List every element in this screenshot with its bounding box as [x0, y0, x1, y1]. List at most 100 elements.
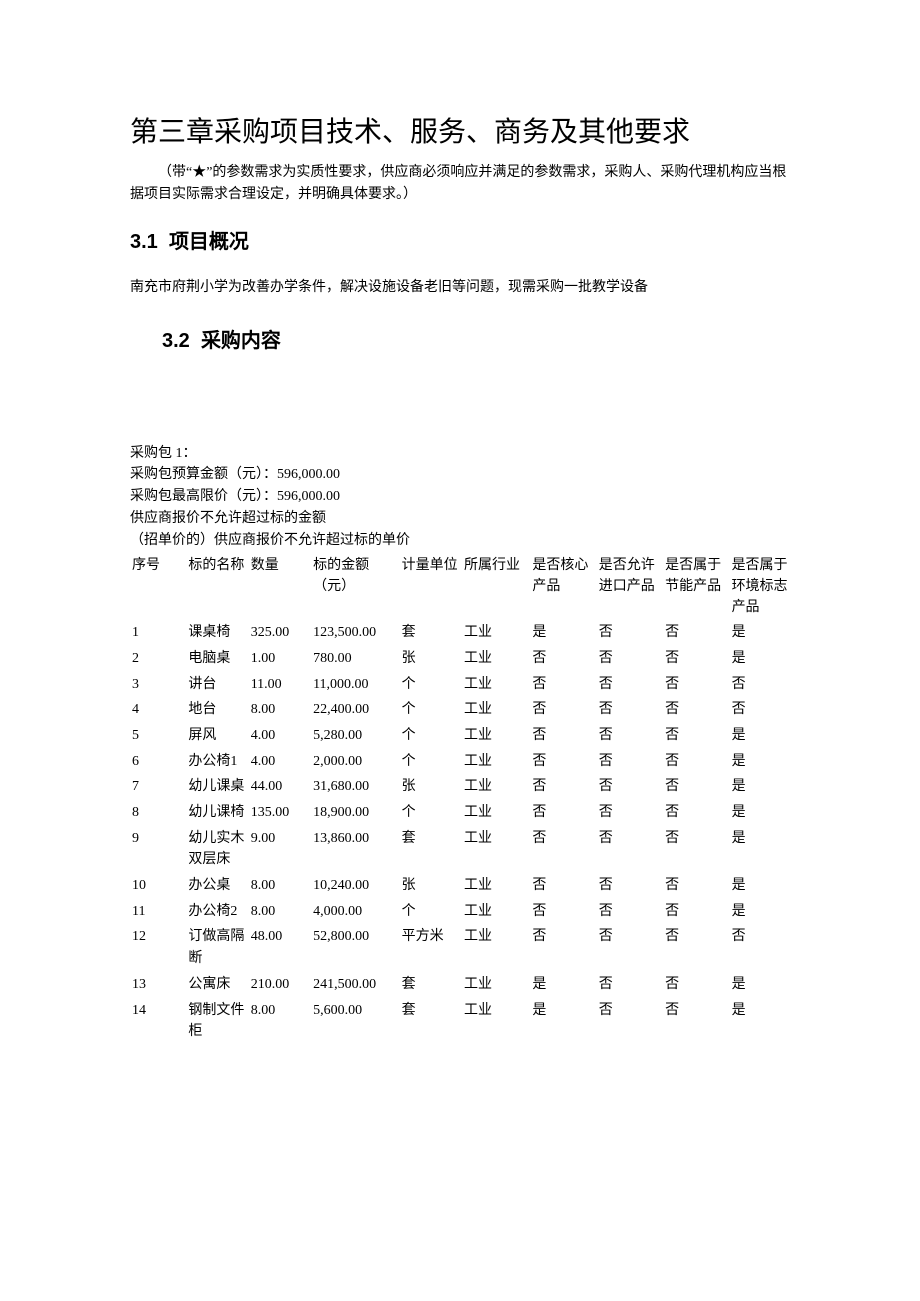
package-rule-1: 供应商报价不允许超过标的金额 [130, 508, 790, 530]
table-row: 14钢制文件柜8.005,600.00套工业是否否是 [130, 998, 790, 1045]
cell-unit: 平方米 [400, 924, 462, 971]
table-row: 3讲台11.0011,000.00个工业否否否否 [130, 672, 790, 698]
cell-import: 否 [597, 646, 663, 672]
cell-eco: 否 [663, 800, 729, 826]
cell-core: 否 [530, 774, 596, 800]
cell-eco: 否 [663, 924, 729, 971]
section-3-1-number: 3.1 [130, 231, 158, 253]
cell-amount: 780.00 [311, 646, 400, 672]
table-row: 2电脑桌1.00780.00张工业否否否是 [130, 646, 790, 672]
cell-import: 否 [597, 672, 663, 698]
cell-qty: 8.00 [249, 998, 311, 1045]
cell-name: 课桌椅 [186, 620, 248, 646]
cell-core: 否 [530, 672, 596, 698]
cell-eco: 否 [663, 899, 729, 925]
cell-eco: 否 [663, 749, 729, 775]
cell-industry: 工业 [462, 924, 530, 971]
cell-import: 否 [597, 620, 663, 646]
table-row: 10办公桌8.0010,240.00张工业否否否是 [130, 873, 790, 899]
table-row: 8幼儿课椅135.0018,900.00个工业否否否是 [130, 800, 790, 826]
cell-core: 是 [530, 998, 596, 1045]
cell-import: 否 [597, 697, 663, 723]
cell-name: 钢制文件柜 [186, 998, 248, 1045]
col-header-industry: 所属行业 [462, 553, 530, 620]
cell-qty: 135.00 [249, 800, 311, 826]
cell-core: 是 [530, 620, 596, 646]
package-info-block: 采购包 1： 采购包预算金额（元）：596,000.00 采购包最高限价（元）：… [130, 443, 790, 1045]
star-note: （带“★”的参数需求为实质性要求，供应商必须响应并满足的参数需求，采购人、采购代… [130, 162, 790, 207]
cell-eco: 否 [663, 998, 729, 1045]
cell-core: 是 [530, 972, 596, 998]
cell-industry: 工业 [462, 800, 530, 826]
cell-qty: 4.00 [249, 723, 311, 749]
cell-unit: 个 [400, 749, 462, 775]
section-3-2-title: 采购内容 [201, 330, 281, 352]
cell-name: 公寓床 [186, 972, 248, 998]
col-header-seq: 序号 [130, 553, 186, 620]
cell-industry: 工业 [462, 972, 530, 998]
cell-industry: 工业 [462, 774, 530, 800]
cell-unit: 套 [400, 620, 462, 646]
cell-amount: 2,000.00 [311, 749, 400, 775]
cell-core: 否 [530, 723, 596, 749]
cell-core: 否 [530, 697, 596, 723]
package-budget-line: 采购包预算金额（元）：596,000.00 [130, 464, 790, 486]
cell-unit: 套 [400, 826, 462, 873]
cell-import: 否 [597, 972, 663, 998]
cell-env: 是 [730, 873, 790, 899]
cell-import: 否 [597, 998, 663, 1045]
cell-eco: 否 [663, 646, 729, 672]
cell-industry: 工业 [462, 620, 530, 646]
table-header: 序号 标的名称 数量 标的金额（元） 计量单位 所属行业 是否核心产品 是否允许… [130, 553, 790, 620]
col-header-eco: 是否属于节能产品 [663, 553, 729, 620]
procurement-table: 序号 标的名称 数量 标的金额（元） 计量单位 所属行业 是否核心产品 是否允许… [130, 553, 790, 1045]
cell-industry: 工业 [462, 873, 530, 899]
table-row: 1课桌椅325.00123,500.00套工业是否否是 [130, 620, 790, 646]
cell-env: 是 [730, 749, 790, 775]
cell-import: 否 [597, 899, 663, 925]
cell-seq: 10 [130, 873, 186, 899]
cell-unit: 个 [400, 672, 462, 698]
cell-industry: 工业 [462, 998, 530, 1045]
table-row: 11办公椅28.004,000.00个工业否否否是 [130, 899, 790, 925]
cell-name: 讲台 [186, 672, 248, 698]
cell-import: 否 [597, 873, 663, 899]
cell-qty: 48.00 [249, 924, 311, 971]
cell-amount: 52,800.00 [311, 924, 400, 971]
section-3-2-number: 3.2 [162, 330, 190, 352]
cell-industry: 工业 [462, 749, 530, 775]
cell-amount: 241,500.00 [311, 972, 400, 998]
cell-amount: 18,900.00 [311, 800, 400, 826]
cell-name: 幼儿课椅 [186, 800, 248, 826]
table-row: 6办公椅14.002,000.00个工业否否否是 [130, 749, 790, 775]
cell-core: 否 [530, 873, 596, 899]
table-row: 9幼儿实木双层床9.0013,860.00套工业否否否是 [130, 826, 790, 873]
cell-amount: 123,500.00 [311, 620, 400, 646]
cell-unit: 个 [400, 723, 462, 749]
section-3-1-heading: 3.1 项目概况 [130, 225, 790, 254]
cell-core: 否 [530, 646, 596, 672]
cell-unit: 张 [400, 873, 462, 899]
cell-core: 否 [530, 924, 596, 971]
cell-name: 地台 [186, 697, 248, 723]
cell-name: 办公椅2 [186, 899, 248, 925]
cell-env: 否 [730, 672, 790, 698]
cell-seq: 12 [130, 924, 186, 971]
cell-qty: 8.00 [249, 873, 311, 899]
table-row: 4地台8.0022,400.00个工业否否否否 [130, 697, 790, 723]
cell-qty: 4.00 [249, 749, 311, 775]
cell-seq: 3 [130, 672, 186, 698]
cell-industry: 工业 [462, 899, 530, 925]
cell-amount: 13,860.00 [311, 826, 400, 873]
table-row: 5屏风4.005,280.00个工业否否否是 [130, 723, 790, 749]
cell-amount: 10,240.00 [311, 873, 400, 899]
cell-name: 屏风 [186, 723, 248, 749]
col-header-amount: 标的金额（元） [311, 553, 400, 620]
cell-name: 办公桌 [186, 873, 248, 899]
cell-import: 否 [597, 723, 663, 749]
cell-industry: 工业 [462, 723, 530, 749]
cell-seq: 11 [130, 899, 186, 925]
cell-import: 否 [597, 749, 663, 775]
package-ceiling-line: 采购包最高限价（元）：596,000.00 [130, 486, 790, 508]
cell-amount: 22,400.00 [311, 697, 400, 723]
